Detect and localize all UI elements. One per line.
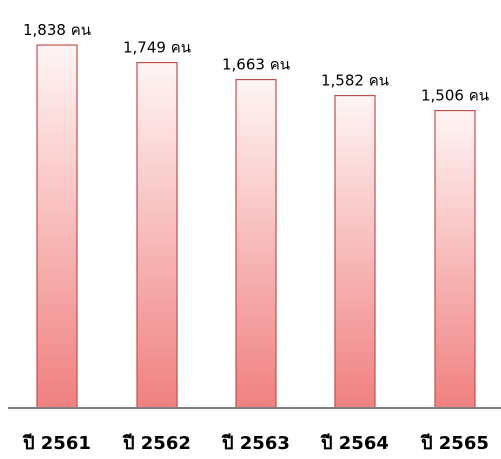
bar-4 — [334, 94, 376, 409]
category-label-3: ปี 2563 — [221, 433, 290, 454]
bars-group — [36, 44, 476, 409]
bar-5 — [434, 109, 476, 409]
bar-3 — [235, 78, 277, 409]
category-labels-group: ปี 2561 ปี 2562 ปี 2563 ปี 2564 ปี 2565 — [22, 433, 489, 454]
value-label-4: 1,582 คน — [321, 72, 389, 90]
category-label-2: ปี 2562 — [122, 433, 191, 454]
category-label-4: ปี 2564 — [320, 433, 389, 454]
value-labels-group: 1,838 คน 1,749 คน 1,663 คน 1,582 คน 1,506 คน — [23, 21, 489, 105]
category-label-1: ปี 2561 — [22, 433, 91, 454]
value-label-3: 1,663 คน — [222, 56, 290, 74]
bar-1 — [36, 44, 78, 409]
value-label-1: 1,838 คน — [23, 21, 91, 39]
bar-2 — [136, 61, 178, 409]
value-label-2: 1,749 คน — [123, 39, 191, 57]
category-label-5: ปี 2565 — [420, 433, 489, 454]
value-label-5: 1,506 คน — [421, 87, 489, 105]
